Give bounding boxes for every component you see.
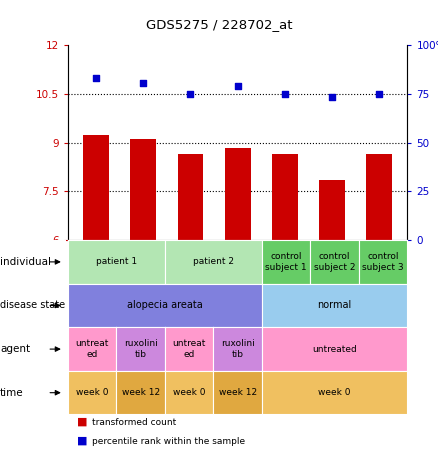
Bar — [131, 140, 156, 240]
Text: ■: ■ — [77, 436, 87, 446]
Text: GDS5275 / 228702_at: GDS5275 / 228702_at — [146, 18, 292, 31]
Point — [234, 82, 241, 90]
Text: week 0: week 0 — [173, 388, 205, 397]
Point — [375, 91, 382, 98]
Text: untreated: untreated — [312, 345, 357, 354]
Text: agent: agent — [0, 344, 30, 354]
Text: week 0: week 0 — [318, 388, 351, 397]
Text: individual: individual — [0, 257, 51, 267]
Text: transformed count: transformed count — [92, 418, 176, 427]
Text: alopecia areata: alopecia areata — [127, 300, 203, 310]
Text: untreat
ed: untreat ed — [75, 339, 109, 359]
Text: week 12: week 12 — [122, 388, 160, 397]
Text: control
subject 1: control subject 1 — [265, 252, 307, 272]
Bar — [272, 154, 298, 240]
Point — [187, 91, 194, 98]
Text: GSM1414316: GSM1414316 — [282, 242, 290, 293]
Bar — [83, 135, 109, 240]
Text: GSM1414317: GSM1414317 — [330, 242, 339, 293]
Text: ■: ■ — [77, 417, 87, 427]
Text: normal: normal — [318, 300, 352, 310]
Text: percentile rank within the sample: percentile rank within the sample — [92, 437, 245, 446]
Text: GSM1414313: GSM1414313 — [136, 242, 145, 293]
Text: control
subject 2: control subject 2 — [314, 252, 355, 272]
Text: week 0: week 0 — [76, 388, 108, 397]
Text: control
subject 3: control subject 3 — [362, 252, 404, 272]
Text: week 12: week 12 — [219, 388, 257, 397]
Text: disease state: disease state — [0, 300, 65, 310]
Text: ruxolini
tib: ruxolini tib — [124, 339, 158, 359]
Text: time: time — [0, 388, 24, 398]
Text: GSM1414314: GSM1414314 — [185, 242, 194, 293]
Bar — [225, 148, 251, 240]
Text: GSM1414315: GSM1414315 — [233, 242, 242, 293]
Text: GSM1414312: GSM1414312 — [88, 242, 97, 293]
Text: ruxolini
tib: ruxolini tib — [221, 339, 254, 359]
Point — [140, 79, 147, 86]
Text: patient 1: patient 1 — [96, 257, 137, 266]
Bar — [177, 154, 203, 240]
Bar — [319, 180, 345, 240]
Text: patient 2: patient 2 — [193, 257, 234, 266]
Point — [93, 74, 100, 82]
Text: GSM1414318: GSM1414318 — [378, 242, 388, 293]
Point — [281, 91, 288, 98]
Point — [328, 94, 336, 101]
Text: untreat
ed: untreat ed — [173, 339, 206, 359]
Bar — [366, 154, 392, 240]
